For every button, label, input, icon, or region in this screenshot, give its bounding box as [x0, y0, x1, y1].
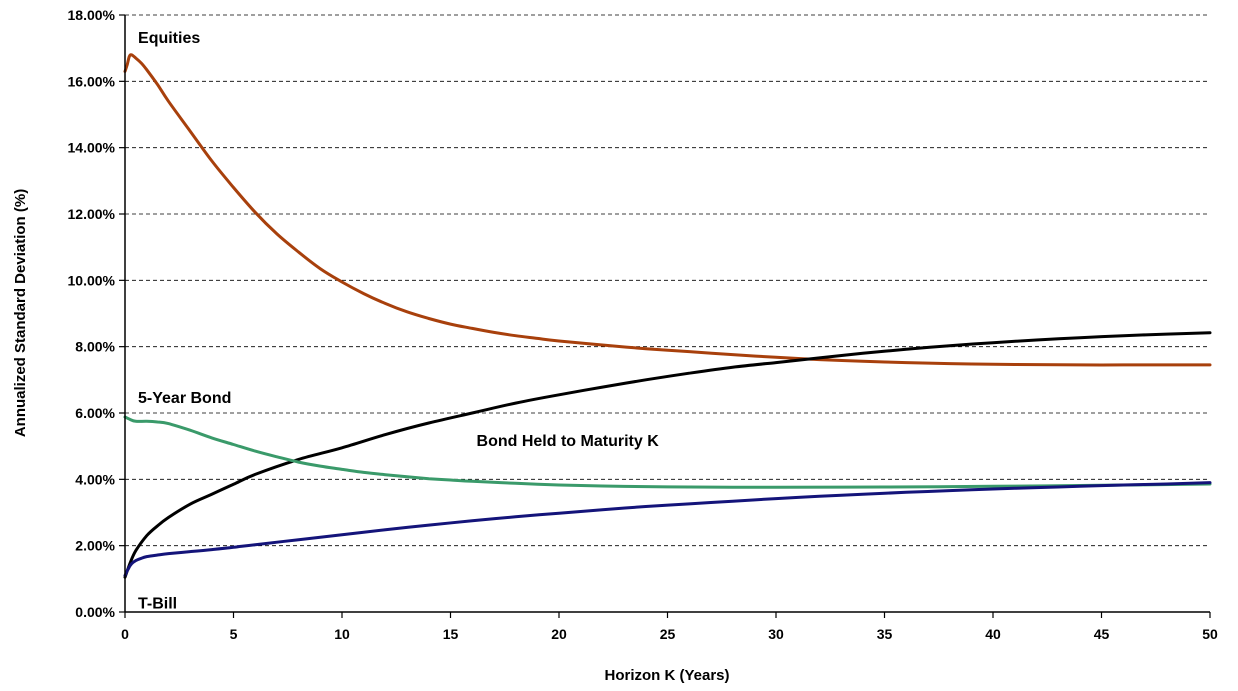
x-tick-label: 0 — [121, 626, 129, 642]
x-tick-label: 15 — [443, 626, 459, 642]
series-layer — [123, 53, 1212, 579]
y-ticks: 0.00% 2.00% 4.00% 6.00% 8.00% 10.00% 12.00% 14.… — [68, 7, 125, 620]
series-line-bond-held-to-maturity-k — [123, 331, 1212, 579]
y-tick-label: 8.00% — [75, 339, 115, 355]
y-tick-label: 2.00% — [75, 538, 115, 554]
x-axis-title: Horizon K (Years) — [604, 667, 729, 684]
y-tick-label: 4.00% — [75, 471, 115, 487]
label-equities: Equities — [138, 30, 200, 47]
y-tick-label: 0.00% — [75, 604, 115, 620]
y-tick-label: 10.00% — [68, 272, 116, 288]
x-tick-label: 35 — [877, 626, 893, 642]
label-t-bill: T-Bill — [138, 596, 177, 613]
x-tick-label: 45 — [1094, 626, 1110, 642]
x-tick-label: 50 — [1202, 626, 1218, 642]
annotations: Equities 5-Year Bond Bond Held to Maturity… — [138, 30, 659, 612]
y-axis-title: Annualized Standard Deviation (%) — [12, 189, 29, 437]
x-tick-label: 30 — [768, 626, 784, 642]
y-tick-label: 14.00% — [68, 140, 116, 156]
label-bond-held-to-maturity-k: Bond Held to Maturity K — [477, 433, 660, 450]
x-ticks: 0 5 10 15 20 25 30 35 40 45 50 — [121, 612, 1218, 642]
axes — [124, 15, 1210, 613]
x-tick-label: 40 — [985, 626, 1001, 642]
y-tick-label: 12.00% — [68, 206, 116, 222]
label-5-year-bond: 5-Year Bond — [138, 390, 231, 407]
y-tick-label: 18.00% — [68, 7, 116, 23]
x-tick-label: 5 — [230, 626, 238, 642]
y-tick-label: 6.00% — [75, 405, 115, 421]
series-line-t-bill — [123, 481, 1212, 577]
x-tick-label: 20 — [551, 626, 567, 642]
series-line-equities — [123, 53, 1212, 367]
y-tick-label: 16.00% — [68, 73, 116, 89]
x-tick-label: 25 — [660, 626, 676, 642]
gridlines — [125, 14, 1210, 547]
x-tick-label: 10 — [334, 626, 350, 642]
series-line-5-year-bond — [123, 415, 1212, 489]
